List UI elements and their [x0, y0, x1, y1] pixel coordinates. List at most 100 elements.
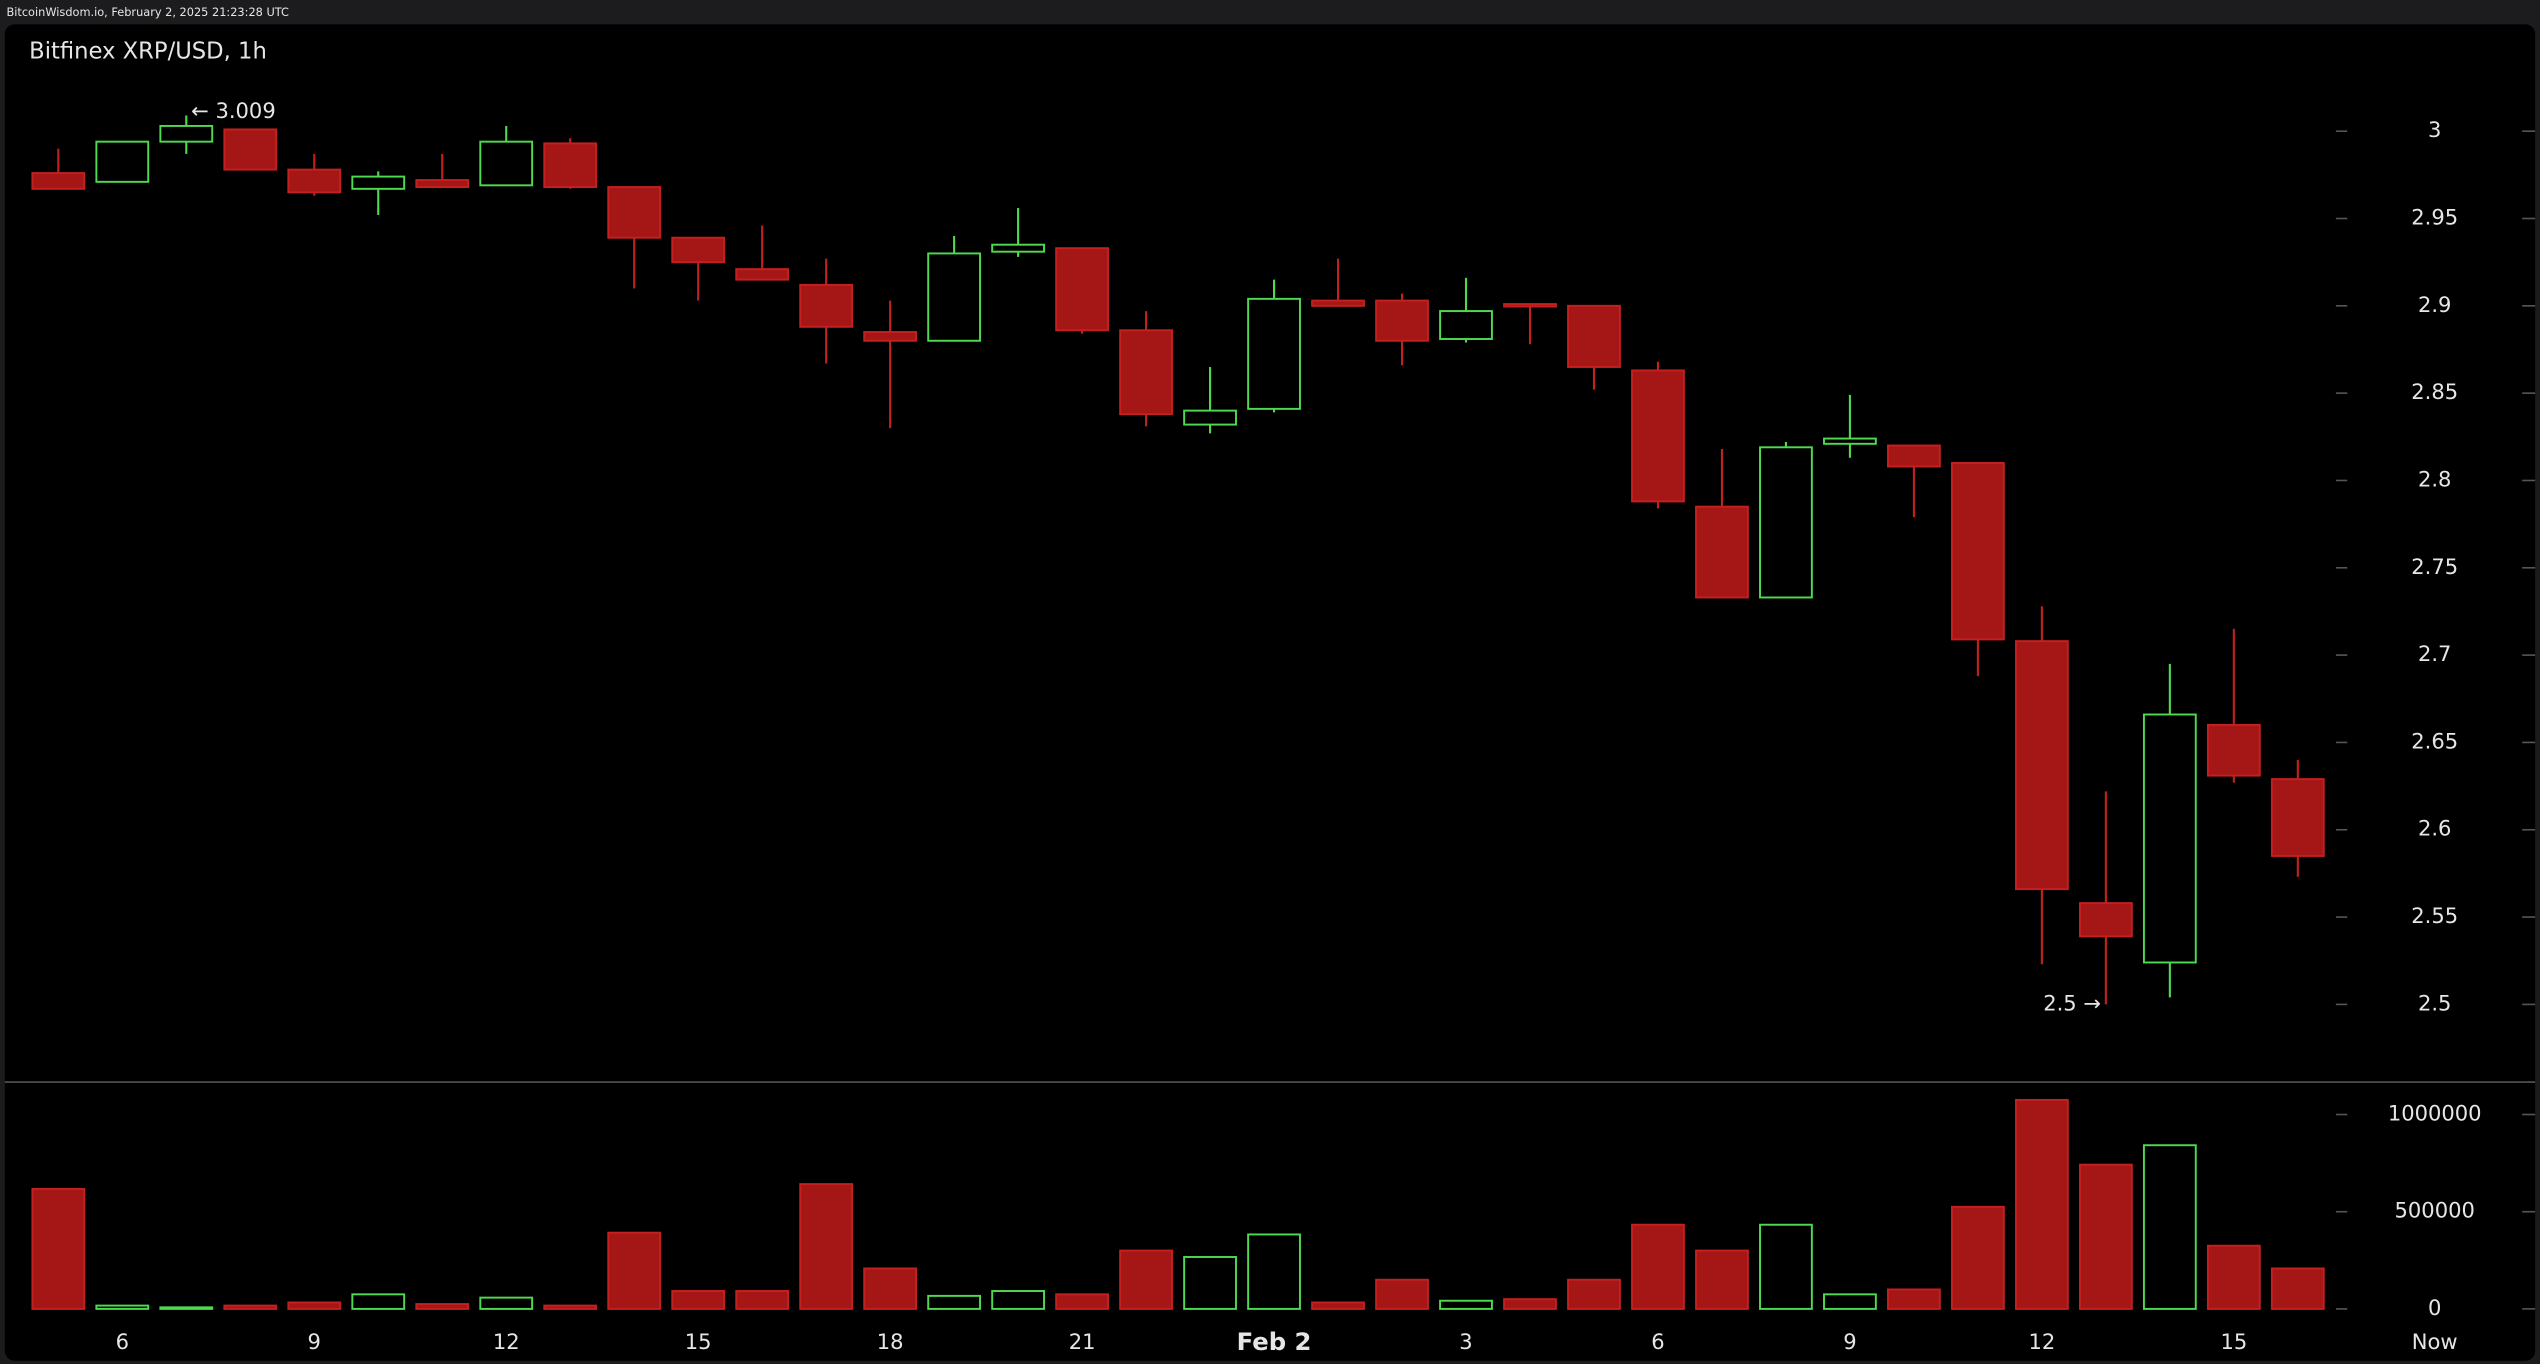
volume-bar: [1759, 1223, 1813, 1310]
volume-bar: [95, 1304, 150, 1310]
volume-bar: [479, 1296, 534, 1310]
y2-tick-label: 0: [2428, 1295, 2441, 1320]
candle-body: [2270, 778, 2325, 857]
candle-body: [1951, 462, 2005, 641]
volume-bar: [1247, 1233, 1301, 1310]
y-tick-label: 2.5: [2418, 990, 2451, 1015]
y2-tick-label: 1000000: [2388, 1101, 2482, 1126]
volume-bar: [1951, 1205, 2005, 1310]
candle-body: [31, 172, 86, 190]
volume-bar: [415, 1303, 470, 1310]
volume-bar: [927, 1294, 982, 1310]
candle-body: [1695, 505, 1749, 599]
candle-body: [2142, 713, 2197, 964]
candle-body: [1119, 329, 1173, 416]
candle-body: [991, 243, 1045, 253]
volume-bar: [1631, 1223, 1685, 1310]
candle-body: [1567, 304, 1621, 368]
volume-bar: [1311, 1301, 1365, 1310]
candle-body: [1439, 310, 1493, 340]
x-tick-label: 9: [308, 1329, 321, 1354]
candle-body: [2206, 723, 2261, 777]
x-tick-label: 12: [2028, 1329, 2055, 1354]
x-tick-label: 9: [1843, 1329, 1856, 1354]
volume-bar: [1183, 1256, 1237, 1310]
y-tick-label: 2.65: [2411, 728, 2458, 753]
candle-body: [1503, 303, 1557, 308]
candle-body: [1631, 369, 1685, 503]
volume-bar: [2142, 1144, 2197, 1310]
y-tick-label: 2.95: [2411, 205, 2458, 230]
y-tick-label: 2.6: [2418, 816, 2451, 841]
candle-body: [159, 124, 214, 143]
volume-bar: [863, 1267, 918, 1310]
y-tick-label: 2.7: [2418, 641, 2451, 666]
candle-body: [543, 142, 598, 189]
volume-bar: [2206, 1244, 2261, 1310]
volume-bar: [2270, 1267, 2325, 1310]
volume-bar: [2078, 1163, 2133, 1310]
volume-bar: [671, 1290, 726, 1310]
candle-body: [1887, 444, 1941, 468]
volume-bar: [1119, 1249, 1173, 1310]
candle-body: [1183, 409, 1237, 426]
volume-bar: [1887, 1288, 1941, 1310]
price-annotation: ← 3.009: [191, 98, 276, 123]
candle-body: [799, 283, 854, 328]
chart-panel: [4, 24, 2536, 1361]
candle-body: [95, 140, 150, 183]
volume-bar: [1567, 1278, 1621, 1310]
chart-title: Bitfinex XRP/USD, 1h: [29, 38, 267, 64]
candle-body: [415, 179, 470, 189]
volume-bar: [799, 1183, 854, 1310]
volume-bar: [287, 1301, 342, 1310]
x-tick-label: Feb 2: [1237, 1327, 1312, 1356]
volume-bar: [351, 1293, 406, 1310]
y-tick-label: 2.9: [2418, 292, 2451, 317]
volume-bar: [1695, 1249, 1749, 1310]
y-tick-label: 2.75: [2411, 554, 2458, 579]
volume-bar: [223, 1304, 278, 1310]
volume-bar: [543, 1304, 598, 1310]
source-header: BitcoinWisdom.io, February 2, 2025 21:23…: [6, 5, 289, 19]
x-tick-label: 15: [685, 1329, 712, 1354]
candle-body: [1055, 247, 1109, 332]
x-tick-label: 15: [2220, 1329, 2247, 1354]
volume-bar: [1375, 1278, 1429, 1310]
volume-bar: [1439, 1299, 1493, 1310]
candle-body: [1823, 437, 1877, 445]
volume-bar: [31, 1187, 86, 1310]
candle-body: [2014, 640, 2069, 891]
y-tick-label: 3: [2428, 117, 2441, 142]
volume-bar: [1503, 1298, 1557, 1310]
candle-body: [1311, 299, 1365, 307]
volume-bar: [1823, 1293, 1877, 1310]
candle-body: [927, 252, 982, 342]
y2-tick-label: 500000: [2395, 1198, 2475, 1223]
volume-bar: [1055, 1293, 1109, 1310]
candle-body: [2078, 902, 2133, 938]
x-tick-label: 21: [1069, 1329, 1096, 1354]
volume-bar: [607, 1231, 662, 1310]
x-tick-label: 12: [493, 1329, 520, 1354]
candle-body: [223, 128, 278, 171]
candle-body: [1375, 299, 1429, 342]
candle-body: [735, 268, 790, 281]
volume-bar: [735, 1290, 790, 1310]
volume-bar: [991, 1290, 1045, 1310]
price-annotation: 2.5 →: [2043, 990, 2101, 1015]
candle-body: [479, 140, 534, 187]
candle-body: [671, 236, 726, 264]
x-tick-label: 18: [877, 1329, 904, 1354]
x-tick-label: 6: [1651, 1329, 1664, 1354]
x-end-label: Now: [2412, 1329, 2458, 1354]
y-tick-label: 2.55: [2411, 903, 2458, 928]
candle-body: [287, 168, 342, 194]
x-tick-label: 3: [1459, 1329, 1472, 1354]
y-tick-label: 2.8: [2418, 466, 2451, 491]
volume-bar: [2014, 1098, 2069, 1310]
candle-body: [1759, 446, 1813, 599]
volume-bar: [159, 1306, 214, 1310]
x-tick-label: 6: [116, 1329, 129, 1354]
